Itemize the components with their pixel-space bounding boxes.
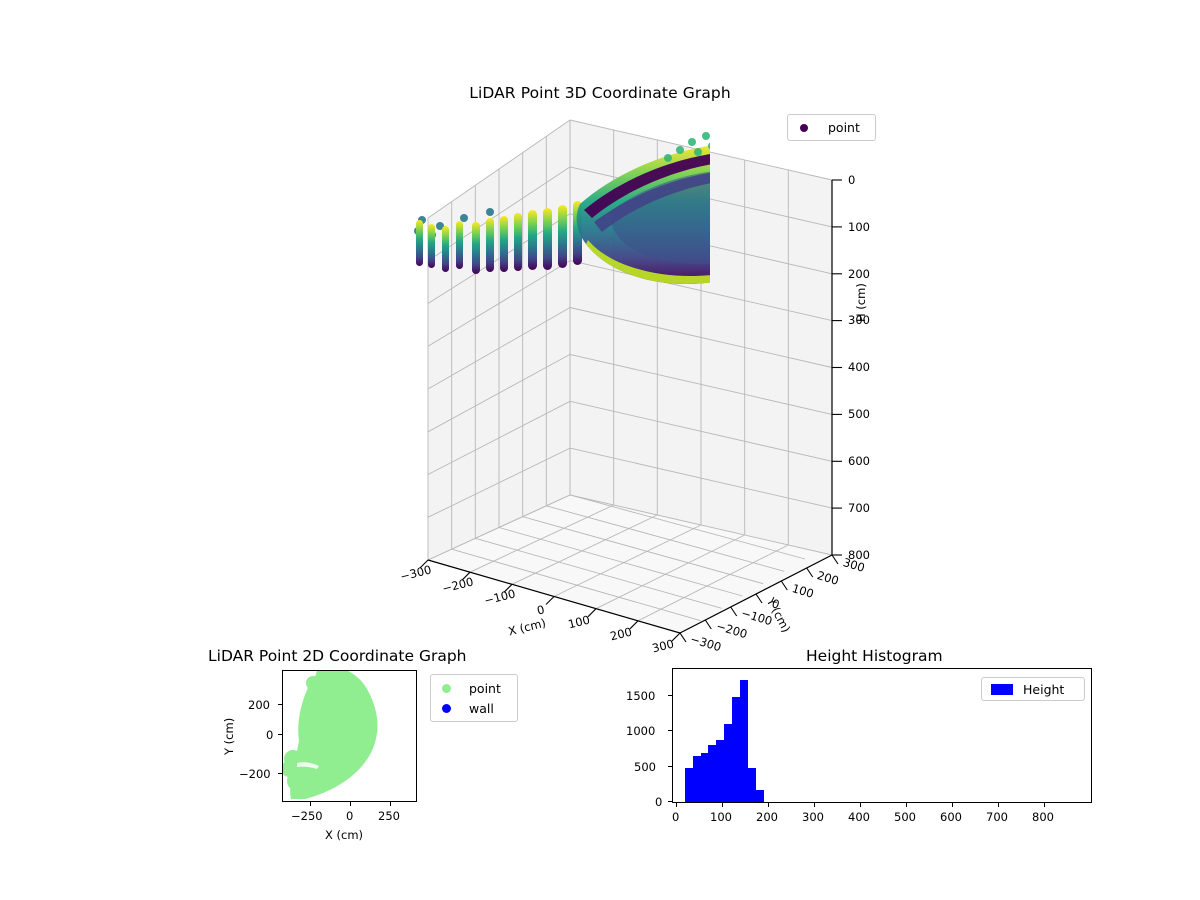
point-cloud-2d	[283, 671, 378, 799]
plot3d-zlabel: H (cm)	[854, 283, 868, 322]
hist-xtick-mark-7	[998, 803, 1000, 807]
point-marker-icon	[442, 683, 451, 693]
hist-xtick-4: 400	[848, 810, 870, 824]
histogram-bar	[740, 680, 749, 802]
hist-xtick-mark-2	[768, 803, 770, 807]
hist-xtick-5: 500	[894, 810, 916, 824]
histogram-legend[interactable]: Height	[981, 677, 1085, 701]
plot3d-ztick-8: 800	[848, 548, 870, 562]
hist-ytick-mark-2	[668, 730, 672, 732]
hist-xtick-mark-8	[1044, 803, 1046, 807]
plot2d-title: LiDAR Point 2D Coordinate Graph	[208, 647, 467, 665]
plot2d-ytick-mark-0	[278, 704, 282, 706]
legend-label-height: Height	[1023, 681, 1065, 697]
hist-xtick-6: 600	[940, 810, 962, 824]
plot3d-ztick-7: 700	[848, 501, 870, 515]
plot2d-ytick-mark-2	[278, 773, 282, 775]
plot2d-xtick-mark-2	[390, 802, 392, 806]
legend-label-point-2d: point	[469, 680, 501, 696]
hist-xtick-mark-4	[860, 803, 862, 807]
plot2d-xtick-mark-1	[350, 802, 352, 806]
wall-marker-icon	[442, 703, 451, 713]
plot2d-ytick-0: 200	[248, 698, 270, 712]
histogram-bar	[692, 755, 701, 802]
plot3d-ztick-4: 400	[848, 360, 870, 374]
height-patch-icon	[991, 683, 1013, 695]
plot2d-xtick-mark-0	[310, 802, 312, 806]
lidar-2d-axes	[282, 670, 417, 802]
plot2d-xtick-1: 0	[346, 809, 354, 823]
hist-xtick-7: 700	[986, 810, 1008, 824]
plot2d-xtick-0: −250	[291, 809, 323, 823]
legend-item-wall-2d[interactable]: wall	[437, 698, 511, 718]
lidar-3d-axes: −300 −200 −100 0 100 200 300 X (cm) −300…	[380, 100, 900, 660]
hist-ytick-3: 1500	[626, 689, 656, 703]
hist-xtick-2: 200	[756, 810, 778, 824]
axes3d-canvas	[414, 119, 842, 643]
plot3d-ztick-0: 0	[848, 173, 856, 187]
legend-label-point-3d: point	[828, 120, 860, 135]
histogram-title: Height Histogram	[806, 647, 943, 665]
plot2d-ytick-2: −200	[239, 767, 271, 781]
plot2d-ytick-1: 0	[266, 728, 274, 742]
histogram-bar	[724, 724, 733, 802]
hist-xtick-mark-3	[814, 803, 816, 807]
point-cloud-3d	[414, 132, 710, 284]
hist-xtick-3: 300	[802, 810, 824, 824]
plot2d-xtick-2: 250	[378, 809, 400, 823]
hist-xtick-mark-5	[906, 803, 908, 807]
histogram-bar	[756, 790, 765, 802]
plot3d-ztick-3: 300	[848, 313, 870, 327]
histogram-bar	[732, 697, 741, 802]
histogram-bar	[716, 740, 725, 802]
plot3d-legend[interactable]: point	[787, 114, 876, 141]
hist-ytick-mark-1	[668, 766, 672, 768]
hist-xtick-1: 100	[710, 810, 732, 824]
hist-ytick-1: 500	[634, 760, 656, 774]
plot3d-title: LiDAR Point 3D Coordinate Graph	[469, 84, 731, 102]
plot2d-ylabel: Y (cm)	[222, 717, 236, 755]
plot2d-ytick-mark-1	[278, 734, 282, 736]
plot3d-ztick-2: 200	[848, 267, 870, 281]
hist-xtick-mark-0	[676, 803, 678, 807]
hist-xtick-0: 0	[672, 810, 680, 824]
hist-xtick-mark-6	[952, 803, 954, 807]
plot2d-xlabel: X (cm)	[325, 828, 364, 842]
hist-xtick-mark-1	[722, 803, 724, 807]
plot3d-ztick-6: 600	[848, 454, 870, 468]
hist-ytick-2: 1000	[626, 724, 656, 738]
plot2d-legend[interactable]: point wall	[430, 674, 518, 722]
plot3d-ztick-1: 100	[848, 220, 870, 234]
histogram-bar	[684, 768, 693, 802]
histogram-bar	[708, 745, 717, 802]
hist-ytick-mark-3	[668, 695, 672, 697]
point-marker-icon	[800, 123, 808, 132]
hist-xtick-8: 800	[1032, 810, 1054, 824]
legend-item-point-2d[interactable]: point	[437, 678, 511, 698]
hist-ytick-0: 0	[655, 795, 663, 809]
histogram-bars	[673, 669, 1091, 802]
hist-ytick-mark-0	[668, 801, 672, 803]
histogram-bar	[748, 768, 757, 802]
histogram-bar	[700, 753, 709, 802]
plot3d-ztick-5: 500	[848, 407, 870, 421]
legend-item-height[interactable]: Height	[988, 680, 1078, 698]
legend-item-point-3d[interactable]: point	[794, 118, 869, 137]
legend-label-wall-2d: wall	[469, 700, 494, 716]
